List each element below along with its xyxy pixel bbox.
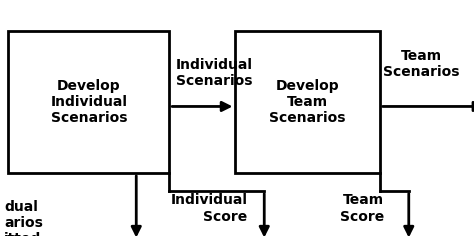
Text: Individual
Score: Individual Score — [171, 194, 248, 224]
Text: Develop
Individual
Scenarios: Develop Individual Scenarios — [50, 79, 128, 125]
Text: Develop
Team
Scenarios: Develop Team Scenarios — [269, 79, 346, 125]
Bar — [8, 31, 169, 173]
Text: Team
Score: Team Score — [340, 194, 384, 224]
Text: Team
Scenarios: Team Scenarios — [383, 49, 459, 79]
Text: Individual
Scenarios: Individual Scenarios — [176, 58, 253, 88]
Text: dual
arios
itted: dual arios itted — [4, 200, 43, 236]
Bar — [236, 31, 380, 173]
